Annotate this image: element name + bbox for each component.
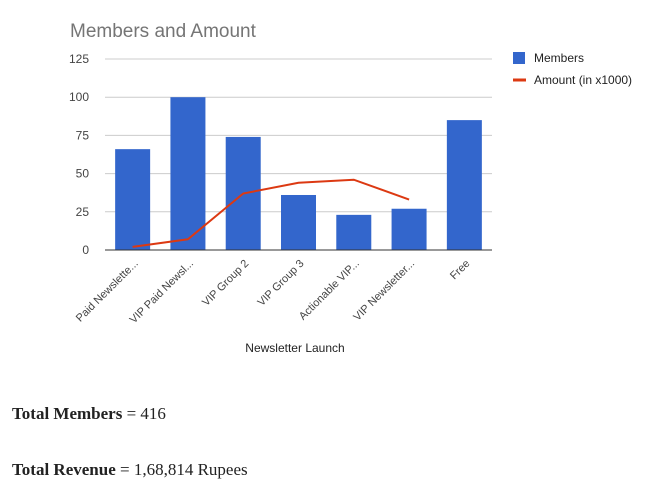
bar-members-6: [446, 120, 482, 251]
total-revenue-value: = 1,68,814 Rupees: [120, 460, 248, 479]
total-members-value: = 416: [126, 404, 166, 423]
y-tick-label: 25: [76, 205, 90, 219]
x-tick-label: VIP Newsletter...: [351, 258, 417, 324]
y-tick-label: 100: [69, 90, 89, 104]
x-tick-label: Free: [448, 258, 472, 282]
bar-members-4: [336, 214, 372, 250]
y-tick-label: 75: [76, 128, 90, 142]
total-revenue-label: Total Revenue: [12, 460, 116, 479]
bar-members-0: [115, 149, 151, 250]
x-tick-label: VIP Group 2: [200, 258, 251, 309]
legend-label-amount: Amount (in x1000): [534, 73, 632, 87]
line-amount: [132, 178, 410, 248]
chart: Members and Amount 0 25 50 75 100 125 Paid Ne…: [69, 21, 632, 355]
y-tick-label: 0: [82, 243, 89, 257]
x-tick-label: VIP Group 3: [255, 258, 306, 309]
bar-members-3: [281, 194, 316, 250]
y-tick-label: 125: [69, 52, 89, 66]
total-revenue-line: Total Revenue = 1,68,814 Rupees: [12, 460, 248, 480]
legend-swatch-members: [513, 52, 525, 64]
x-axis-title: Newsletter Launch: [245, 341, 344, 355]
total-members-label: Total Members: [12, 404, 123, 423]
chart-title: Members and Amount: [70, 21, 257, 42]
bar-members-1: [170, 97, 206, 250]
y-tick-label: 50: [76, 167, 90, 181]
bar-members-5: [391, 208, 427, 250]
total-members-line: Total Members = 416: [12, 404, 166, 424]
legend-label-members: Members: [534, 51, 584, 65]
